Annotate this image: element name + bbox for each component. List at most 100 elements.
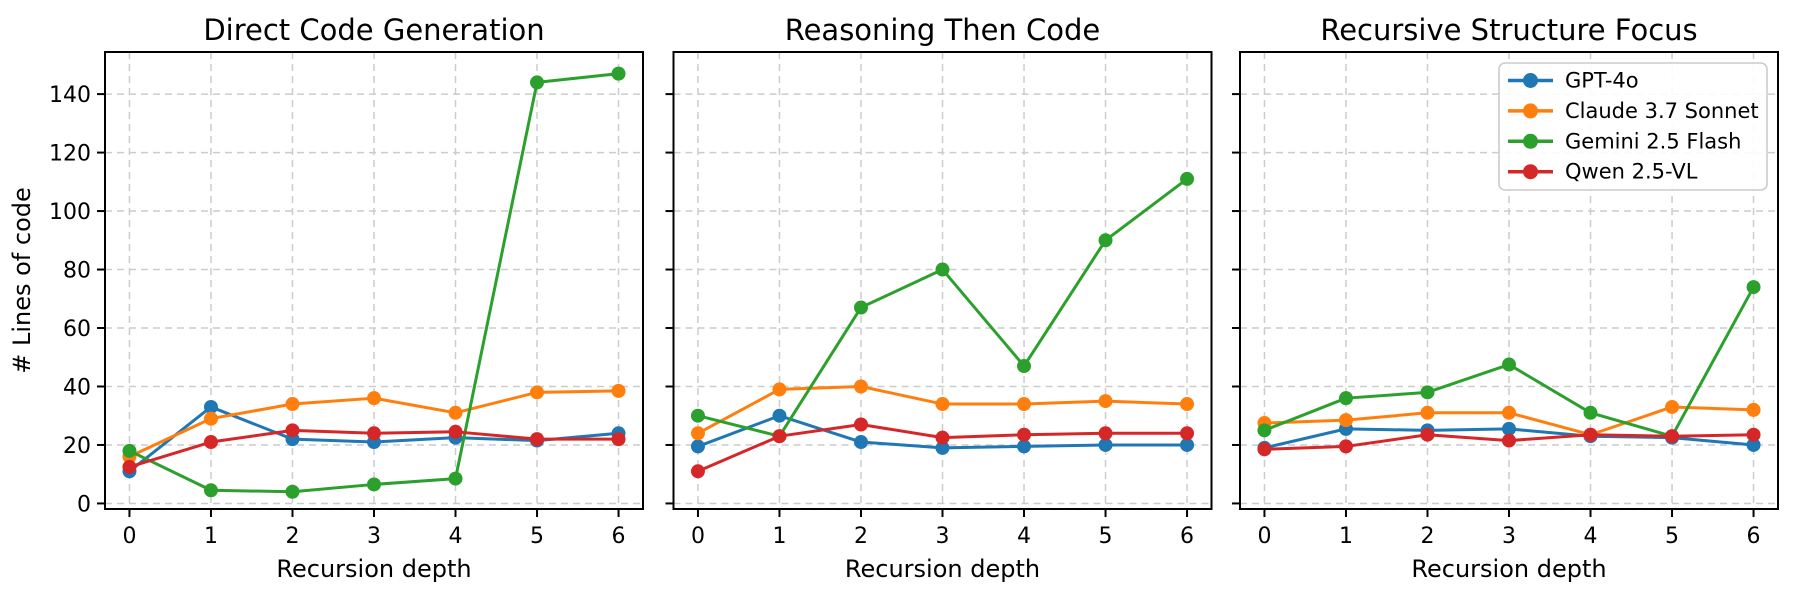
axis-ticks xyxy=(665,93,1189,517)
legend-marker xyxy=(1523,133,1538,149)
x-tick-label: 6 xyxy=(612,524,626,549)
data-point-claude-3-7-sonnet-x4 xyxy=(1017,397,1032,412)
series-gpt-4o xyxy=(690,408,1195,455)
series-qwen-2-5-vl xyxy=(690,417,1195,479)
legend: GPT-4o Claude 3.7 Sonnet Gemini 2.5 Flash Q… xyxy=(1498,62,1768,191)
data-point-qwen-2-5-vl-x5 xyxy=(530,432,545,447)
legend-marker xyxy=(1523,73,1538,88)
data-point-claude-3-7-sonnet-x6 xyxy=(1746,402,1761,417)
x-tick-label: 0 xyxy=(1257,524,1271,549)
panel-reasoning-then-code: 0 1 2 3 4 5 6 Reasoning Then Code Recursion dept… xyxy=(665,13,1213,583)
data-point-claude-3-7-sonnet-x1 xyxy=(203,411,218,426)
x-tick-label: 4 xyxy=(1584,524,1598,549)
data-point-claude-3-7-sonnet-x1 xyxy=(1338,413,1353,428)
data-point-qwen-2-5-vl-x1 xyxy=(1338,439,1353,454)
x-tick-label: 0 xyxy=(691,524,705,549)
data-point-claude-3-7-sonnet-x6 xyxy=(1180,397,1195,412)
y-tick-label: 120 xyxy=(49,142,91,167)
data-point-qwen-2-5-vl-x6 xyxy=(1746,427,1761,442)
y-tick-label: 140 xyxy=(49,83,91,108)
y-tick-label: 80 xyxy=(63,259,91,284)
x-axis-label: Recursion depth xyxy=(276,555,471,583)
x-tick-label: 1 xyxy=(1339,524,1353,549)
x-tick-label: 3 xyxy=(367,524,381,549)
data-point-gemini-2-5-flash-x4 xyxy=(448,471,463,486)
data-point-qwen-2-5-vl-x0 xyxy=(690,464,705,479)
data-point-gemini-2-5-flash-x2 xyxy=(1420,385,1435,400)
data-point-claude-3-7-sonnet-x0 xyxy=(690,426,705,441)
data-point-gemini-2-5-flash-x0 xyxy=(690,408,705,423)
y-tick-label: 0 xyxy=(77,492,91,517)
data-point-gpt-4o-x6 xyxy=(1746,437,1761,452)
x-tick-label: 2 xyxy=(1420,524,1434,549)
data-point-gpt-4o-x0 xyxy=(690,439,705,454)
panel-title: Recursive Structure Focus xyxy=(1320,13,1697,47)
data-point-claude-3-7-sonnet-x1 xyxy=(772,382,787,397)
data-point-qwen-2-5-vl-x2 xyxy=(1420,427,1435,442)
data-point-claude-3-7-sonnet-x5 xyxy=(1665,399,1680,414)
x-tick-label: 6 xyxy=(1180,524,1194,549)
legend-entry-qwen-2-5-vl: Qwen 2.5-VL xyxy=(1508,160,1698,184)
data-point-qwen-2-5-vl-x1 xyxy=(203,435,218,450)
series-claude-3-7-sonnet xyxy=(690,379,1195,441)
data-point-qwen-2-5-vl-x6 xyxy=(1180,426,1195,441)
data-point-gemini-2-5-flash-x3 xyxy=(935,262,950,277)
data-point-claude-3-7-sonnet-x3 xyxy=(367,391,381,406)
x-tick-label: 0 xyxy=(122,524,136,549)
legend-label: Qwen 2.5-VL xyxy=(1565,160,1698,184)
data-point-qwen-2-5-vl-x2 xyxy=(853,417,868,432)
panel-recursive-structure-focus: 0 1 2 3 4 5 6 Recursive Structure Focus Recursio… xyxy=(1232,13,1779,583)
data-point-gpt-4o-x4 xyxy=(1017,439,1032,454)
data-point-claude-3-7-sonnet-x5 xyxy=(530,385,545,400)
data-point-gpt-4o-x3 xyxy=(1502,421,1516,436)
x-tick-label: 4 xyxy=(449,524,463,549)
data-point-gemini-2-5-flash-x2 xyxy=(853,300,868,315)
data-point-gemini-2-5-flash-x3 xyxy=(1502,357,1516,372)
y-axis-label: # Lines of code xyxy=(8,187,36,374)
grid xyxy=(105,52,643,509)
legend-label: GPT-4o xyxy=(1565,69,1639,93)
data-point-claude-3-7-sonnet-x6 xyxy=(611,383,626,398)
data-point-qwen-2-5-vl-x4 xyxy=(448,424,463,439)
legend-entry-gemini-2-5-flash: Gemini 2.5 Flash xyxy=(1508,129,1741,153)
panel-title: Direct Code Generation xyxy=(203,13,544,47)
data-point-qwen-2-5-vl-x4 xyxy=(1017,427,1032,442)
x-tick-label: 5 xyxy=(530,524,544,549)
legend-marker xyxy=(1523,103,1538,119)
series-gemini-2-5-flash xyxy=(122,66,626,499)
data-point-gemini-2-5-flash-x6 xyxy=(1180,171,1195,186)
data-point-qwen-2-5-vl-x0 xyxy=(122,459,137,474)
data-point-gemini-2-5-flash-x3 xyxy=(367,477,381,492)
data-point-gpt-4o-x6 xyxy=(1180,437,1195,452)
x-tick-label: 3 xyxy=(936,524,950,549)
x-tick-label: 3 xyxy=(1502,524,1516,549)
x-tick-label: 1 xyxy=(204,524,218,549)
axis-ticks xyxy=(1232,93,1755,517)
data-point-qwen-2-5-vl-x3 xyxy=(1502,433,1516,448)
data-point-gpt-4o-x1 xyxy=(772,408,787,423)
x-tick-label: 4 xyxy=(1017,524,1031,549)
data-point-claude-3-7-sonnet-x2 xyxy=(853,379,868,394)
series-qwen-2-5-vl xyxy=(1257,427,1761,457)
legend-label: Gemini 2.5 Flash xyxy=(1565,129,1741,153)
x-tick-label: 5 xyxy=(1099,524,1113,549)
data-point-claude-3-7-sonnet-x3 xyxy=(935,397,950,412)
legend-box xyxy=(1498,62,1768,191)
data-point-qwen-2-5-vl-x1 xyxy=(772,429,787,444)
x-axis-label: Recursion depth xyxy=(1411,555,1606,583)
y-tick-label: 20 xyxy=(63,434,91,459)
data-point-qwen-2-5-vl-x0 xyxy=(1257,442,1272,457)
axis-ticks xyxy=(97,93,620,517)
legend-entry-gpt-4o: GPT-4o xyxy=(1508,69,1639,93)
legend-label: Claude 3.7 Sonnet xyxy=(1565,99,1759,123)
data-point-claude-3-7-sonnet-x2 xyxy=(1420,405,1435,420)
data-point-qwen-2-5-vl-x2 xyxy=(285,423,300,438)
data-point-gemini-2-5-flash-x0 xyxy=(1257,423,1272,438)
legend-entry-claude-3-7-sonnet: Claude 3.7 Sonnet xyxy=(1508,99,1759,123)
data-point-claude-3-7-sonnet-x2 xyxy=(285,397,300,412)
data-point-claude-3-7-sonnet-x3 xyxy=(1502,405,1516,420)
data-point-gemini-2-5-flash-x4 xyxy=(1017,359,1032,374)
x-tick-label: 2 xyxy=(854,524,868,549)
